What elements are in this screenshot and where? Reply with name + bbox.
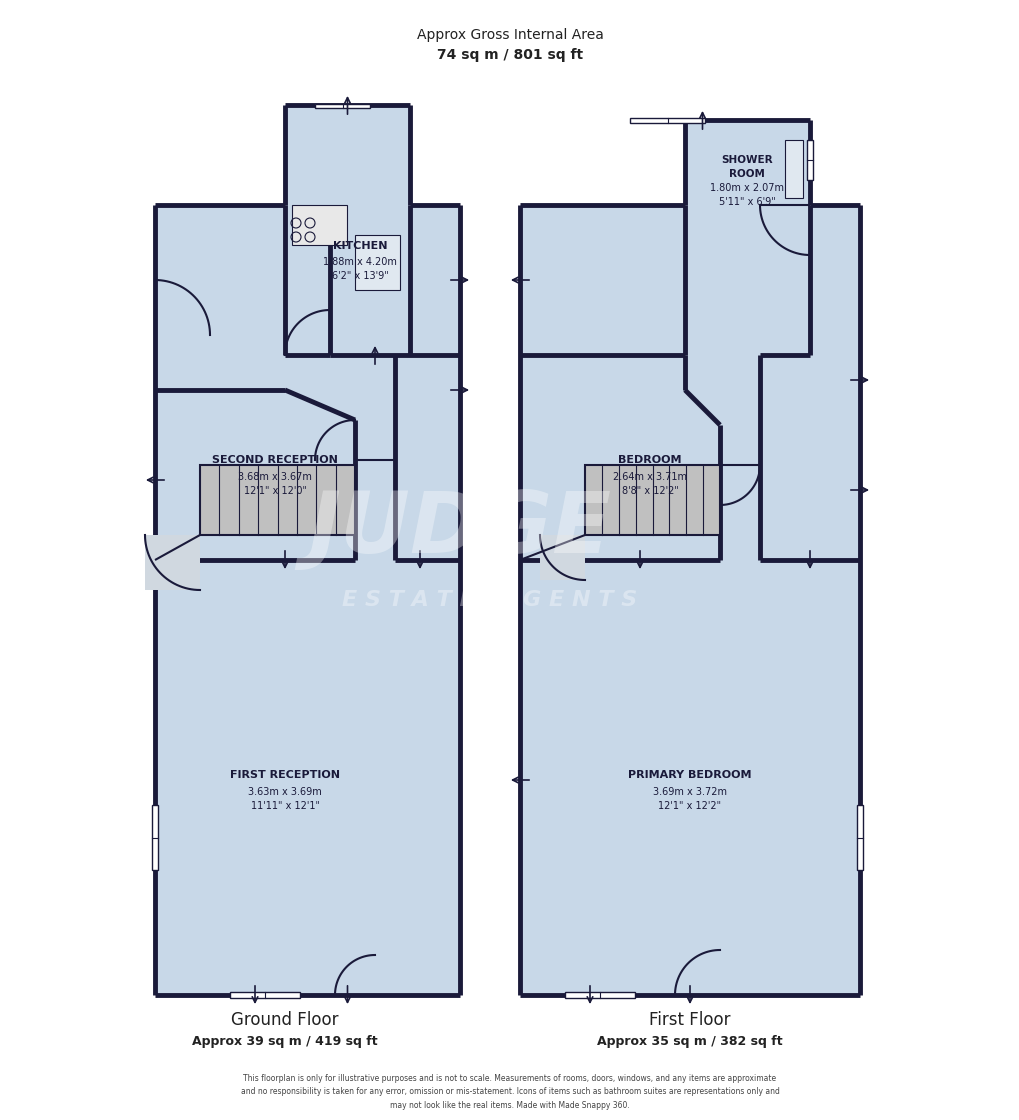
Bar: [565, 992, 635, 998]
Bar: [630, 118, 704, 123]
Bar: [229, 992, 300, 998]
Text: 74 sq m / 801 sq ft: 74 sq m / 801 sq ft: [436, 48, 583, 62]
Bar: [630, 118, 704, 123]
Bar: [291, 205, 346, 245]
Bar: [315, 104, 370, 108]
Bar: [145, 535, 200, 590]
Text: SECOND RECEPTION: SECOND RECEPTION: [212, 455, 337, 465]
Bar: [856, 805, 862, 870]
Bar: [806, 140, 812, 180]
Bar: [155, 205, 460, 995]
Bar: [585, 465, 719, 535]
Bar: [539, 535, 585, 580]
Bar: [200, 465, 355, 535]
Bar: [291, 205, 346, 245]
Bar: [355, 235, 399, 290]
Bar: [685, 120, 809, 205]
Text: BEDROOM: BEDROOM: [618, 455, 681, 465]
Text: 3.63m x 3.69m: 3.63m x 3.69m: [248, 787, 322, 797]
Text: 2.64m x 3.71m: 2.64m x 3.71m: [612, 472, 687, 482]
Text: First Floor: First Floor: [649, 1011, 730, 1029]
Bar: [152, 805, 158, 870]
Bar: [284, 105, 410, 205]
Bar: [806, 140, 812, 180]
Text: E S T A T E   A G E N T S: E S T A T E A G E N T S: [342, 590, 637, 610]
Text: 3.68m x 3.67m: 3.68m x 3.67m: [237, 472, 312, 482]
Text: FIRST RECEPTION: FIRST RECEPTION: [229, 771, 339, 780]
Text: 1.80m x 2.07m: 1.80m x 2.07m: [709, 183, 784, 193]
Text: 5'11" x 6'9": 5'11" x 6'9": [718, 197, 774, 207]
Text: Approx 35 sq m / 382 sq ft: Approx 35 sq m / 382 sq ft: [596, 1036, 782, 1048]
Text: PRIMARY BEDROOM: PRIMARY BEDROOM: [628, 771, 751, 780]
Bar: [355, 235, 399, 290]
Text: ROOM: ROOM: [729, 169, 764, 179]
Text: Approx 39 sq m / 419 sq ft: Approx 39 sq m / 419 sq ft: [192, 1036, 377, 1048]
Text: 12'1" x 12'2": 12'1" x 12'2": [658, 801, 720, 811]
Bar: [200, 465, 355, 535]
Bar: [152, 805, 158, 870]
Text: JUDGE: JUDGE: [308, 488, 611, 571]
Text: Ground Floor: Ground Floor: [231, 1011, 338, 1029]
Text: 12'1" x 12'0": 12'1" x 12'0": [244, 486, 306, 496]
Text: 11'11" x 12'1": 11'11" x 12'1": [251, 801, 319, 811]
Bar: [229, 992, 300, 998]
Bar: [585, 465, 719, 535]
Bar: [315, 104, 370, 108]
Bar: [785, 140, 802, 198]
Bar: [565, 992, 635, 998]
Text: 3.69m x 3.72m: 3.69m x 3.72m: [652, 787, 727, 797]
Text: 6'2" x 13'9": 6'2" x 13'9": [331, 271, 388, 281]
Text: SHOWER: SHOWER: [720, 155, 772, 165]
Text: KITCHEN: KITCHEN: [332, 241, 387, 251]
Bar: [856, 805, 862, 870]
Text: 1.88m x 4.20m: 1.88m x 4.20m: [323, 256, 396, 267]
Bar: [785, 140, 802, 198]
Bar: [520, 205, 859, 995]
Text: 8'8" x 12'2": 8'8" x 12'2": [621, 486, 678, 496]
Text: Approx Gross Internal Area: Approx Gross Internal Area: [416, 28, 603, 43]
Text: This floorplan is only for illustrative purposes and is not to scale. Measuremen: This floorplan is only for illustrative …: [240, 1074, 779, 1110]
